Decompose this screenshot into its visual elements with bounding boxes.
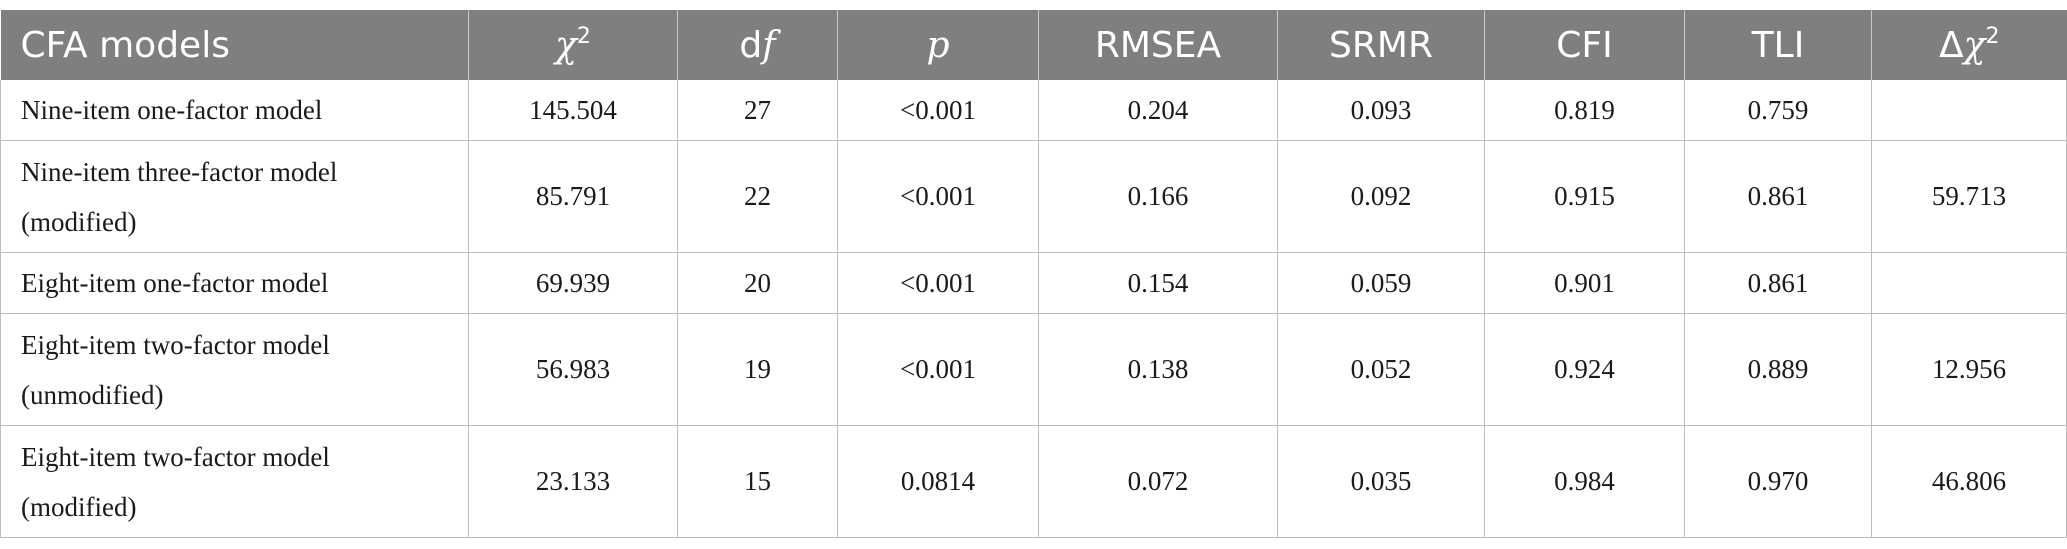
header-srmr: SRMR [1277,10,1485,80]
cell-delta-chi2: 12.956 [1871,313,2067,426]
cell-p: <0.001 [837,252,1039,314]
cell-tli: 0.861 [1684,140,1872,253]
model-line: (unmodified) [21,379,164,410]
header-chi-square-sup: 2 [576,23,591,49]
table-header: CFA models χ2 df p RMSEA SRMR CFI TLI Δχ… [0,10,2067,80]
cell-srmr: 0.093 [1277,80,1485,141]
cell-tli: 0.759 [1684,80,1872,141]
cell-df: 15 [677,425,838,538]
cell-delta-chi2 [1871,252,2067,314]
cell-chi2: 85.791 [468,140,678,253]
cell-p: 0.0814 [837,425,1039,538]
model-line: Nine-item one-factor model [21,95,323,125]
cell-model: Eight-item two-factor model (unmodified) [0,313,469,426]
cell-cfi: 0.924 [1484,313,1685,426]
cfa-table-container: CFA models χ2 df p RMSEA SRMR CFI TLI Δχ… [0,10,2067,538]
header-delta-chi-sup: 2 [1985,23,2000,49]
cell-rmsea: 0.204 [1038,80,1278,141]
cell-chi2: 69.939 [468,252,678,314]
cell-rmsea: 0.166 [1038,140,1278,253]
table-body: Nine-item one-factor model 145.504 27 <0… [0,80,2067,538]
cell-model: Eight-item two-factor model (modified) [0,425,469,538]
cell-tli: 0.970 [1684,425,1872,538]
cell-p: <0.001 [837,80,1039,141]
table-row: Eight-item two-factor model (unmodified) … [0,313,2067,426]
model-line: (modified) [21,491,137,522]
header-delta-chi-symbol: χ [1963,24,1986,66]
table-row: Nine-item three-factor model (modified) 8… [0,140,2067,253]
header-delta-pre: Δ [1939,24,1964,66]
cell-model: Nine-item three-factor model (modified) [0,140,469,253]
header-p-ital: p [926,24,950,66]
cell-srmr: 0.035 [1277,425,1485,538]
header-df-ital: f [762,24,776,66]
cell-cfi: 0.984 [1484,425,1685,538]
cell-tli: 0.889 [1684,313,1872,426]
header-df-pre: d [739,24,763,66]
header-cfi: CFI [1484,10,1685,80]
cell-delta-chi2: 59.713 [1871,140,2067,253]
cell-chi2: 145.504 [468,80,678,141]
header-chi-square: χ2 [468,10,678,80]
header-chi-square-symbol: χ [555,24,577,66]
model-line: Eight-item two-factor model [21,329,330,360]
cell-cfi: 0.901 [1484,252,1685,314]
cell-delta-chi2 [1871,80,2067,141]
cell-model: Nine-item one-factor model [0,80,469,141]
cell-cfi: 0.819 [1484,80,1685,141]
model-line: (modified) [21,206,137,237]
cell-df: 22 [677,140,838,253]
model-line: Eight-item two-factor model [21,441,330,472]
header-df: df [677,10,838,80]
header-rmsea: RMSEA [1038,10,1278,80]
cfa-model-fit-table: CFA models χ2 df p RMSEA SRMR CFI TLI Δχ… [0,10,2067,538]
cell-rmsea: 0.138 [1038,313,1278,426]
table-row: Nine-item one-factor model 145.504 27 <0… [0,80,2067,141]
cell-cfi: 0.915 [1484,140,1685,253]
cell-p: <0.001 [837,140,1039,253]
header-cfa-models: CFA models [0,10,469,80]
model-line: Nine-item three-factor model [21,156,338,187]
table-row: Eight-item one-factor model 69.939 20 <0… [0,252,2067,314]
cell-model: Eight-item one-factor model [0,252,469,314]
cell-srmr: 0.052 [1277,313,1485,426]
header-tli: TLI [1684,10,1872,80]
cell-delta-chi2: 46.806 [1871,425,2067,538]
cell-df: 20 [677,252,838,314]
cell-df: 27 [677,80,838,141]
header-delta-chi-square: Δχ2 [1871,10,2067,80]
header-p: p [837,10,1039,80]
cell-rmsea: 0.154 [1038,252,1278,314]
cell-srmr: 0.059 [1277,252,1485,314]
cell-rmsea: 0.072 [1038,425,1278,538]
cell-srmr: 0.092 [1277,140,1485,253]
table-row: Eight-item two-factor model (modified) 23… [0,425,2067,538]
cell-df: 19 [677,313,838,426]
cell-p: <0.001 [837,313,1039,426]
model-line: Eight-item one-factor model [21,268,329,298]
cell-chi2: 56.983 [468,313,678,426]
cell-tli: 0.861 [1684,252,1872,314]
cell-chi2: 23.133 [468,425,678,538]
